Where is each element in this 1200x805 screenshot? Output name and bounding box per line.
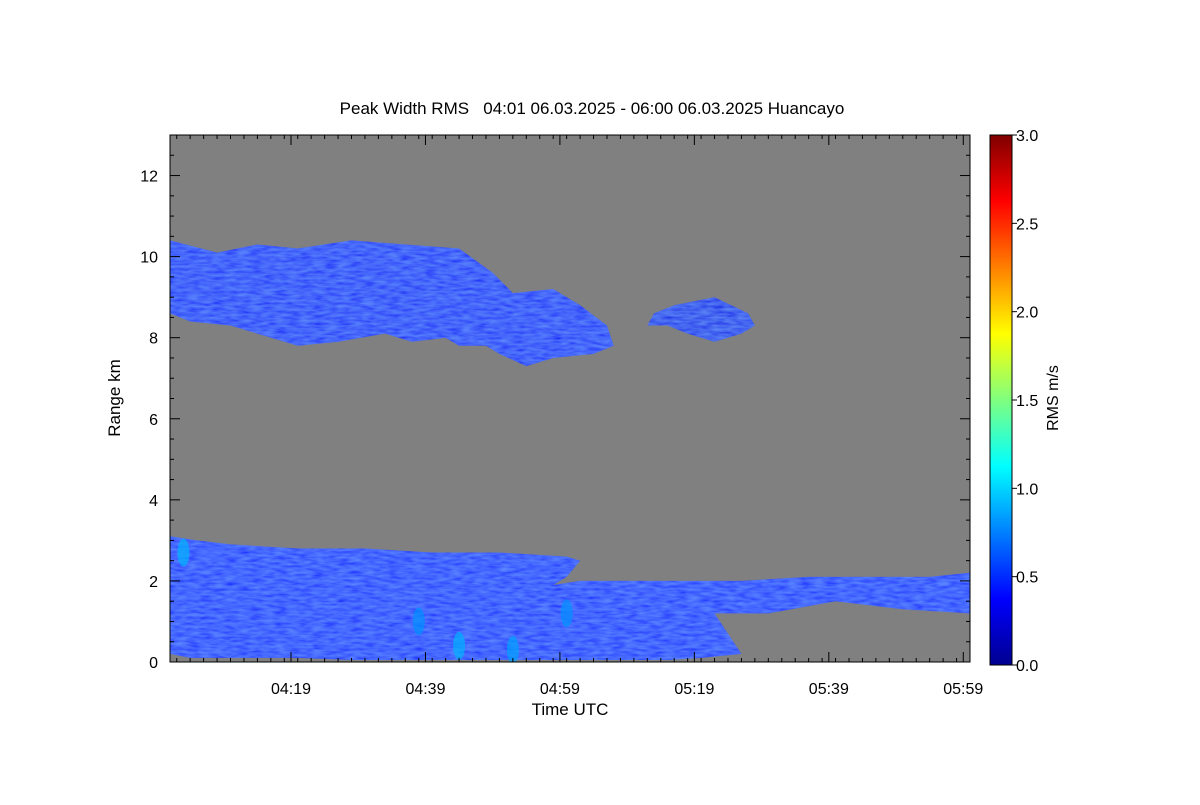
- colorbar-label: RMS m/s: [1045, 365, 1062, 431]
- x-tick-label: 04:39: [405, 681, 445, 698]
- x-tick-label: 05:59: [943, 681, 983, 698]
- colorbar-tick-label: 1.5: [1016, 393, 1038, 410]
- echo-maximum-5: [177, 538, 190, 567]
- y-tick-label: 12: [140, 169, 158, 186]
- echo-maximum-4: [560, 599, 573, 628]
- echo-maximum-3: [506, 635, 519, 662]
- x-tick-label: 05:39: [809, 681, 849, 698]
- plot-area: [170, 135, 970, 662]
- colorbar-tick-label: 0.0: [1016, 658, 1038, 675]
- y-tick-label: 0: [149, 655, 158, 672]
- echo-region-1: [170, 240, 614, 367]
- y-tick-label: 8: [149, 331, 158, 348]
- colorbar-tick-label: 3.0: [1016, 128, 1038, 145]
- x-axis-label: Time UTC: [532, 700, 609, 719]
- echo-region-2: [647, 297, 755, 342]
- colorbar-gradient: [989, 134, 1013, 666]
- y-tick-label: 2: [149, 574, 158, 591]
- colorbar-tick-label: 2.5: [1016, 216, 1038, 233]
- y-axis-label: Range km: [105, 359, 124, 436]
- colorbar-tick-label: 1.0: [1016, 481, 1038, 498]
- echo-maximum-2: [453, 631, 466, 660]
- x-tick-label: 04:59: [540, 681, 580, 698]
- colorbar: 0.0 0.5 1.0 1.5 2.0 2.5 3.0: [989, 128, 1038, 675]
- chart-title: Peak Width RMS 04:01 06.03.2025 - 06:00 …: [340, 99, 845, 118]
- x-tick-label: 04:19: [271, 681, 311, 698]
- x-tick-label: 05:19: [674, 681, 714, 698]
- colorbar-tick-label: 2.0: [1016, 305, 1038, 322]
- y-tick-label: 6: [149, 412, 158, 429]
- axes: 04:19 04:39 04:59 05:19 05:39 05:59 0 2 4 6 8 10 12: [140, 134, 983, 698]
- colorbar-tick-label: 0.5: [1016, 570, 1038, 587]
- echo-maximum-1: [412, 607, 425, 636]
- y-tick-label: 10: [140, 250, 158, 267]
- echo-region-3: [170, 536, 970, 660]
- y-tick-label: 4: [149, 493, 158, 510]
